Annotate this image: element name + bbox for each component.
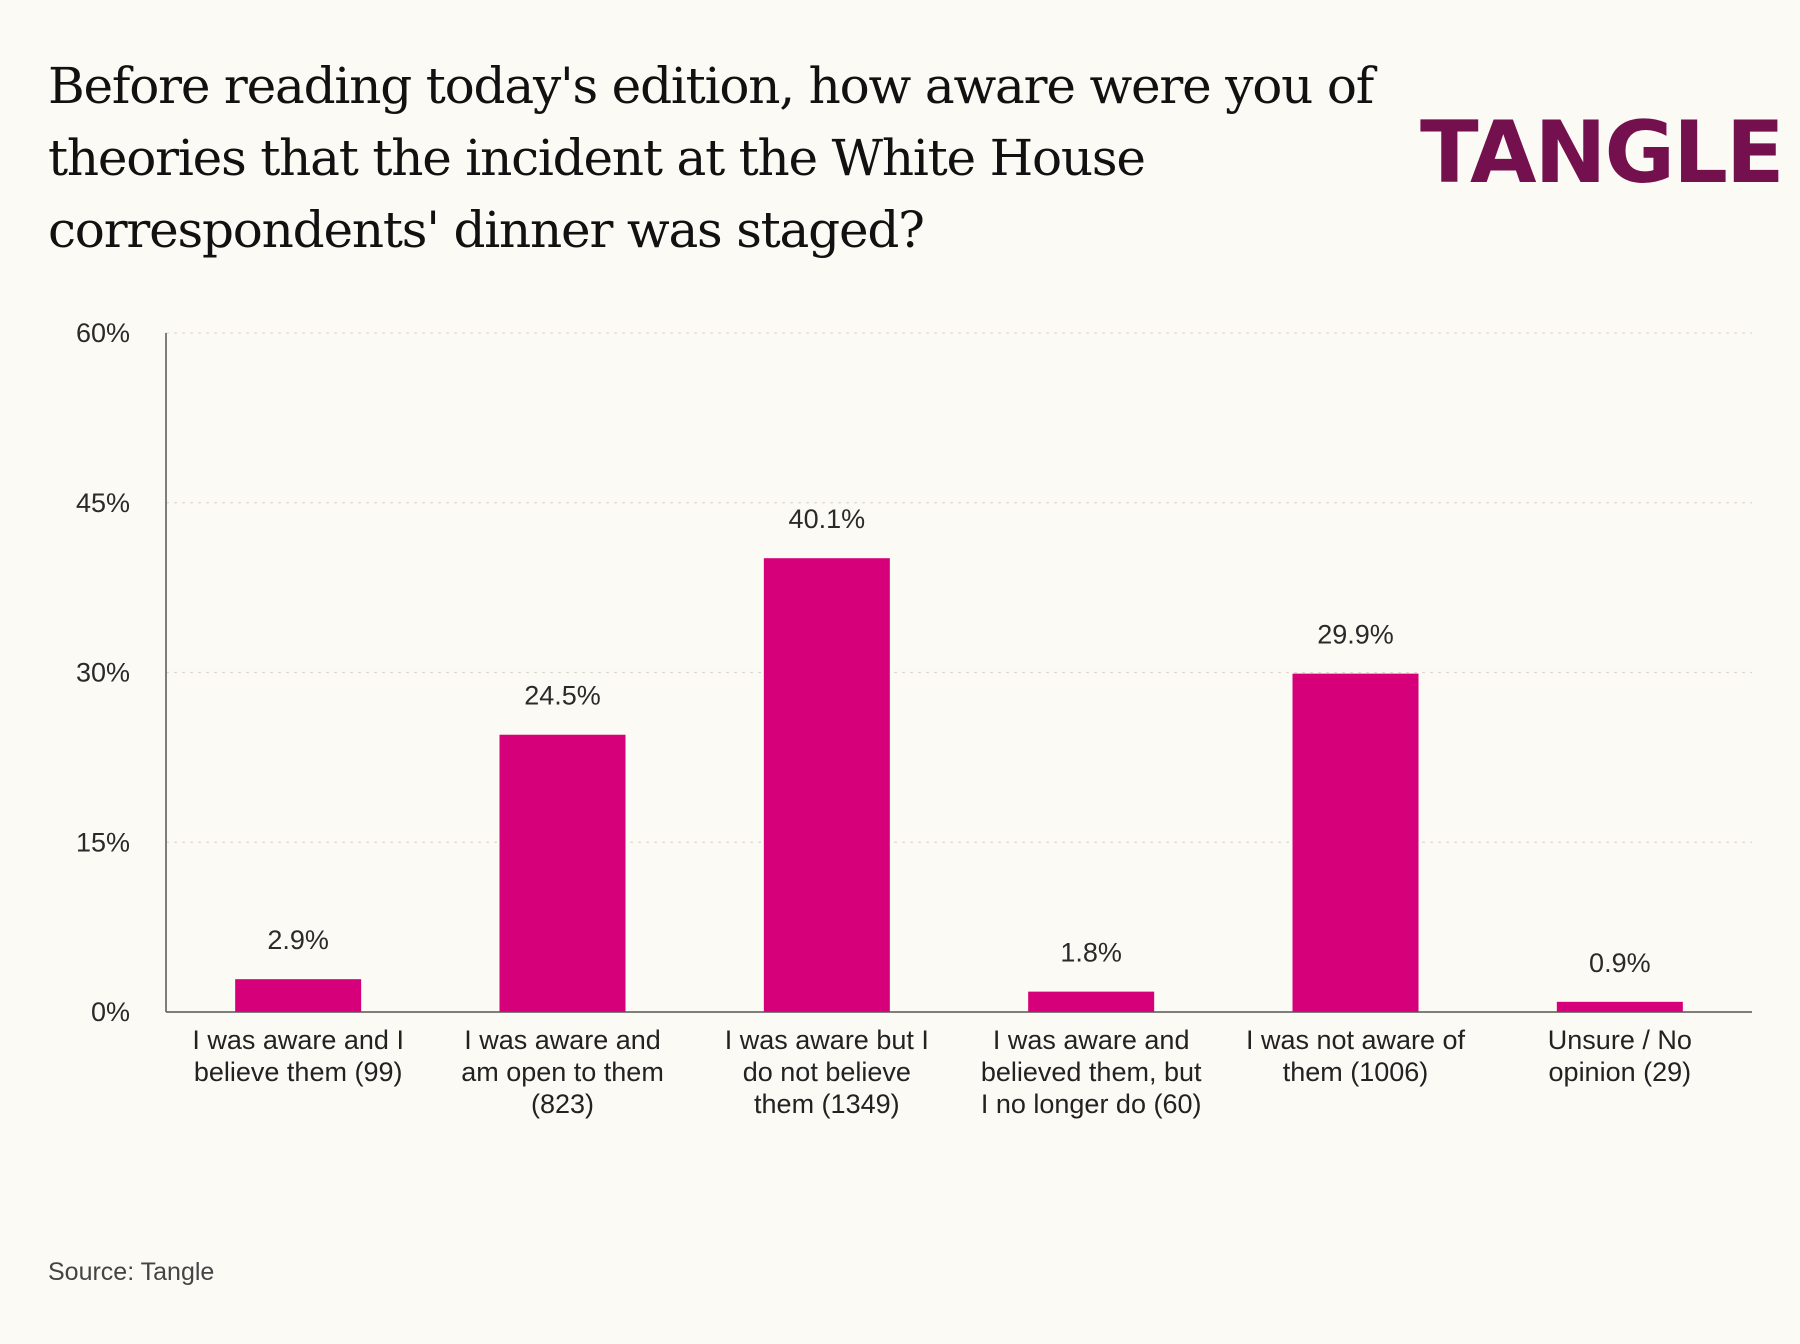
bar: [499, 734, 626, 1012]
tangle-logo: TANGLE: [1420, 103, 1785, 203]
y-tick-label: 30%: [76, 658, 130, 688]
bars: [235, 558, 1683, 1012]
value-labels: 2.9% 24.5% 40.1% 1.8% 29.9% 0.9%: [267, 504, 1650, 978]
gridlines: [166, 332, 1752, 843]
source-note: Source: Tangle: [48, 1258, 215, 1286]
bar: [1028, 991, 1155, 1012]
bar: [1556, 1001, 1683, 1012]
y-tick-label: 0%: [91, 997, 130, 1027]
x-tick-label: Unsure / No opinion (29): [1548, 1025, 1692, 1087]
data-label: 2.9%: [267, 925, 329, 955]
bar: [235, 979, 362, 1012]
y-tick-label: 60%: [76, 318, 130, 348]
bar: [763, 558, 890, 1012]
data-label: 40.1%: [789, 504, 866, 534]
x-tick-label: I was not aware of them (1006): [1246, 1025, 1466, 1087]
y-axis-ticks: 0% 15% 30% 45% 60%: [76, 318, 130, 1027]
chart-title: Before reading today's edition, how awar…: [48, 57, 1374, 259]
data-label: 1.8%: [1060, 938, 1122, 968]
y-tick-label: 15%: [76, 827, 130, 857]
x-tick-label: I was aware and believed them, but I no lo…: [981, 1025, 1202, 1119]
y-tick-label: 45%: [76, 488, 130, 518]
bar: [1292, 673, 1419, 1012]
data-label: 24.5%: [524, 681, 601, 711]
data-label: 0.9%: [1589, 948, 1651, 978]
x-tick-label: I was aware and am open to them (823): [461, 1025, 664, 1119]
data-label: 29.9%: [1317, 620, 1394, 650]
